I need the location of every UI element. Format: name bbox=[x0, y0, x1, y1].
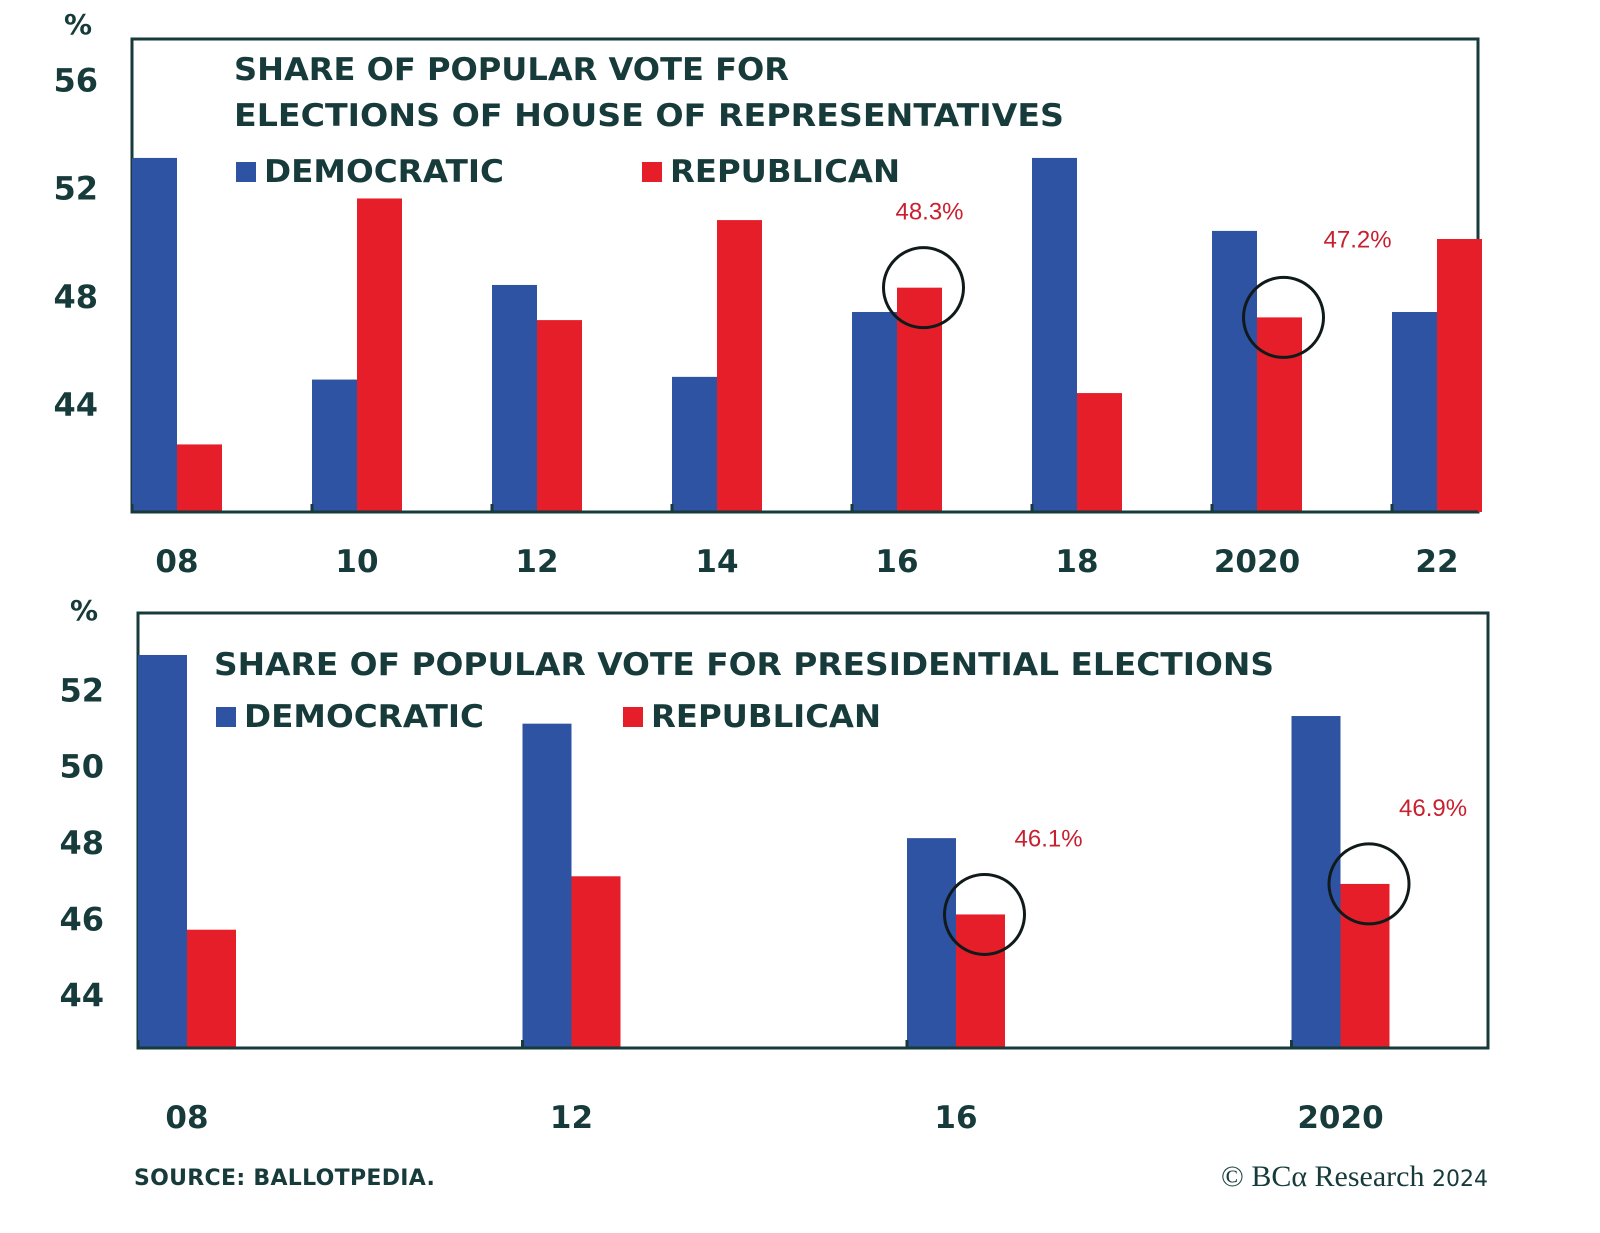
presidential-chart-data-label: 46.9% bbox=[1399, 795, 1467, 822]
presidential-chart-legend-label-republican: REPUBLICAN bbox=[651, 699, 881, 735]
presidential-chart-y-tick-label: 48 bbox=[59, 824, 104, 862]
house-chart-legend-label-democratic: DEMOCRATIC bbox=[264, 154, 504, 190]
house-chart-bar-republican bbox=[357, 198, 402, 512]
house-chart-highlight-circle bbox=[1242, 275, 1325, 359]
house-chart-title: ELECTIONS OF HOUSE OF REPRESENTATIVES bbox=[234, 98, 1064, 134]
house-chart-x-tick-label: 12 bbox=[515, 544, 558, 580]
house-chart-legend-label-republican: REPUBLICAN bbox=[670, 154, 900, 190]
presidential-chart-y-unit-label: % bbox=[70, 594, 98, 627]
presidential-chart-x-tick-label: 16 bbox=[934, 1100, 977, 1136]
house-chart-x-tick-label: 2020 bbox=[1214, 544, 1300, 580]
house-chart-bar-republican bbox=[717, 220, 762, 512]
house-chart-bar-democratic bbox=[852, 311, 897, 512]
copyright-notice: © BCα Research 2024 bbox=[1221, 1160, 1488, 1194]
copyright-year: 2024 bbox=[1432, 1167, 1488, 1192]
presidential-chart-y-tick-label: 46 bbox=[59, 900, 104, 938]
presidential-chart-bar-republican bbox=[956, 914, 1005, 1048]
house-chart-legend-swatch-democratic bbox=[236, 162, 256, 182]
copyright-symbol: © bbox=[1221, 1160, 1244, 1193]
presidential-chart-bar-democratic bbox=[522, 723, 572, 1048]
presidential-chart-y-tick-label: 44 bbox=[59, 977, 104, 1015]
house-chart-legend-swatch-republican bbox=[642, 162, 662, 182]
house-chart-bar-democratic bbox=[1212, 230, 1257, 512]
presidential-chart-legend-swatch-republican bbox=[623, 707, 643, 727]
presidential-chart-x-tick-label: 08 bbox=[165, 1100, 208, 1136]
presidential-chart-bar-republican bbox=[571, 876, 621, 1048]
presidential-chart-bar-republican bbox=[187, 929, 236, 1048]
house-chart-bar-democratic bbox=[132, 157, 177, 512]
house-chart-highlight-circle bbox=[882, 246, 965, 330]
house-chart-bar-democratic bbox=[312, 379, 357, 512]
presidential-chart-legend-label-democratic: DEMOCRATIC bbox=[244, 699, 484, 735]
house-chart-bar-democratic bbox=[1392, 311, 1437, 512]
presidential-chart-x-tick-label: 2020 bbox=[1297, 1100, 1383, 1136]
presidential-chart-title: SHARE OF POPULAR VOTE FOR PRESIDENTIAL E… bbox=[214, 647, 1274, 683]
house-chart-data-label: 48.3% bbox=[895, 199, 963, 226]
house-chart-bar-republican bbox=[537, 320, 582, 512]
brand-name: BCα Research bbox=[1251, 1160, 1425, 1193]
house-chart-x-tick-label: 22 bbox=[1415, 544, 1458, 580]
house-chart-bar-democratic bbox=[672, 376, 717, 512]
house-chart-bar-republican bbox=[1077, 393, 1122, 512]
house-chart-x-tick-label: 10 bbox=[335, 544, 378, 580]
house-chart-title: SHARE OF POPULAR VOTE FOR bbox=[234, 52, 789, 88]
presidential-chart-y-tick-label: 50 bbox=[59, 748, 104, 786]
presidential-chart-bar-democratic bbox=[907, 838, 956, 1048]
presidential-chart-bar-republican bbox=[1340, 883, 1390, 1048]
house-chart-y-tick-label: 56 bbox=[53, 62, 98, 100]
house-chart-bar-republican bbox=[177, 444, 222, 512]
presidential-chart-data-label: 46.1% bbox=[1015, 825, 1083, 852]
house-chart-x-tick-label: 14 bbox=[695, 544, 738, 580]
house-chart-bar-republican bbox=[1437, 239, 1482, 513]
house-chart-x-tick-label: 16 bbox=[875, 544, 918, 580]
house-chart-bar-democratic bbox=[1032, 157, 1077, 512]
presidential-chart-bar-democratic bbox=[138, 654, 187, 1048]
presidential-chart-x-tick-label: 12 bbox=[550, 1100, 593, 1136]
house-chart-bar-democratic bbox=[492, 284, 537, 512]
house-chart-x-tick-label: 18 bbox=[1055, 544, 1098, 580]
house-chart-bar-republican bbox=[1257, 317, 1302, 512]
house-chart-y-tick-label: 48 bbox=[53, 278, 98, 316]
house-chart-y-tick-label: 52 bbox=[53, 170, 98, 208]
source-note: SOURCE: BALLOTPEDIA. bbox=[134, 1166, 436, 1191]
presidential-chart-legend-swatch-democratic bbox=[216, 707, 236, 727]
presidential-chart-highlight-circle bbox=[943, 872, 1026, 956]
presidential-chart-highlight-circle bbox=[1327, 842, 1411, 926]
presidential-chart-bar-democratic bbox=[1291, 716, 1341, 1048]
house-chart-y-tick-label: 44 bbox=[53, 386, 98, 424]
house-chart-y-unit-label: % bbox=[64, 8, 92, 41]
presidential-chart-y-tick-label: 52 bbox=[59, 671, 104, 709]
house-chart-data-label: 47.2% bbox=[1324, 226, 1392, 253]
house-chart-x-tick-label: 08 bbox=[155, 544, 198, 580]
